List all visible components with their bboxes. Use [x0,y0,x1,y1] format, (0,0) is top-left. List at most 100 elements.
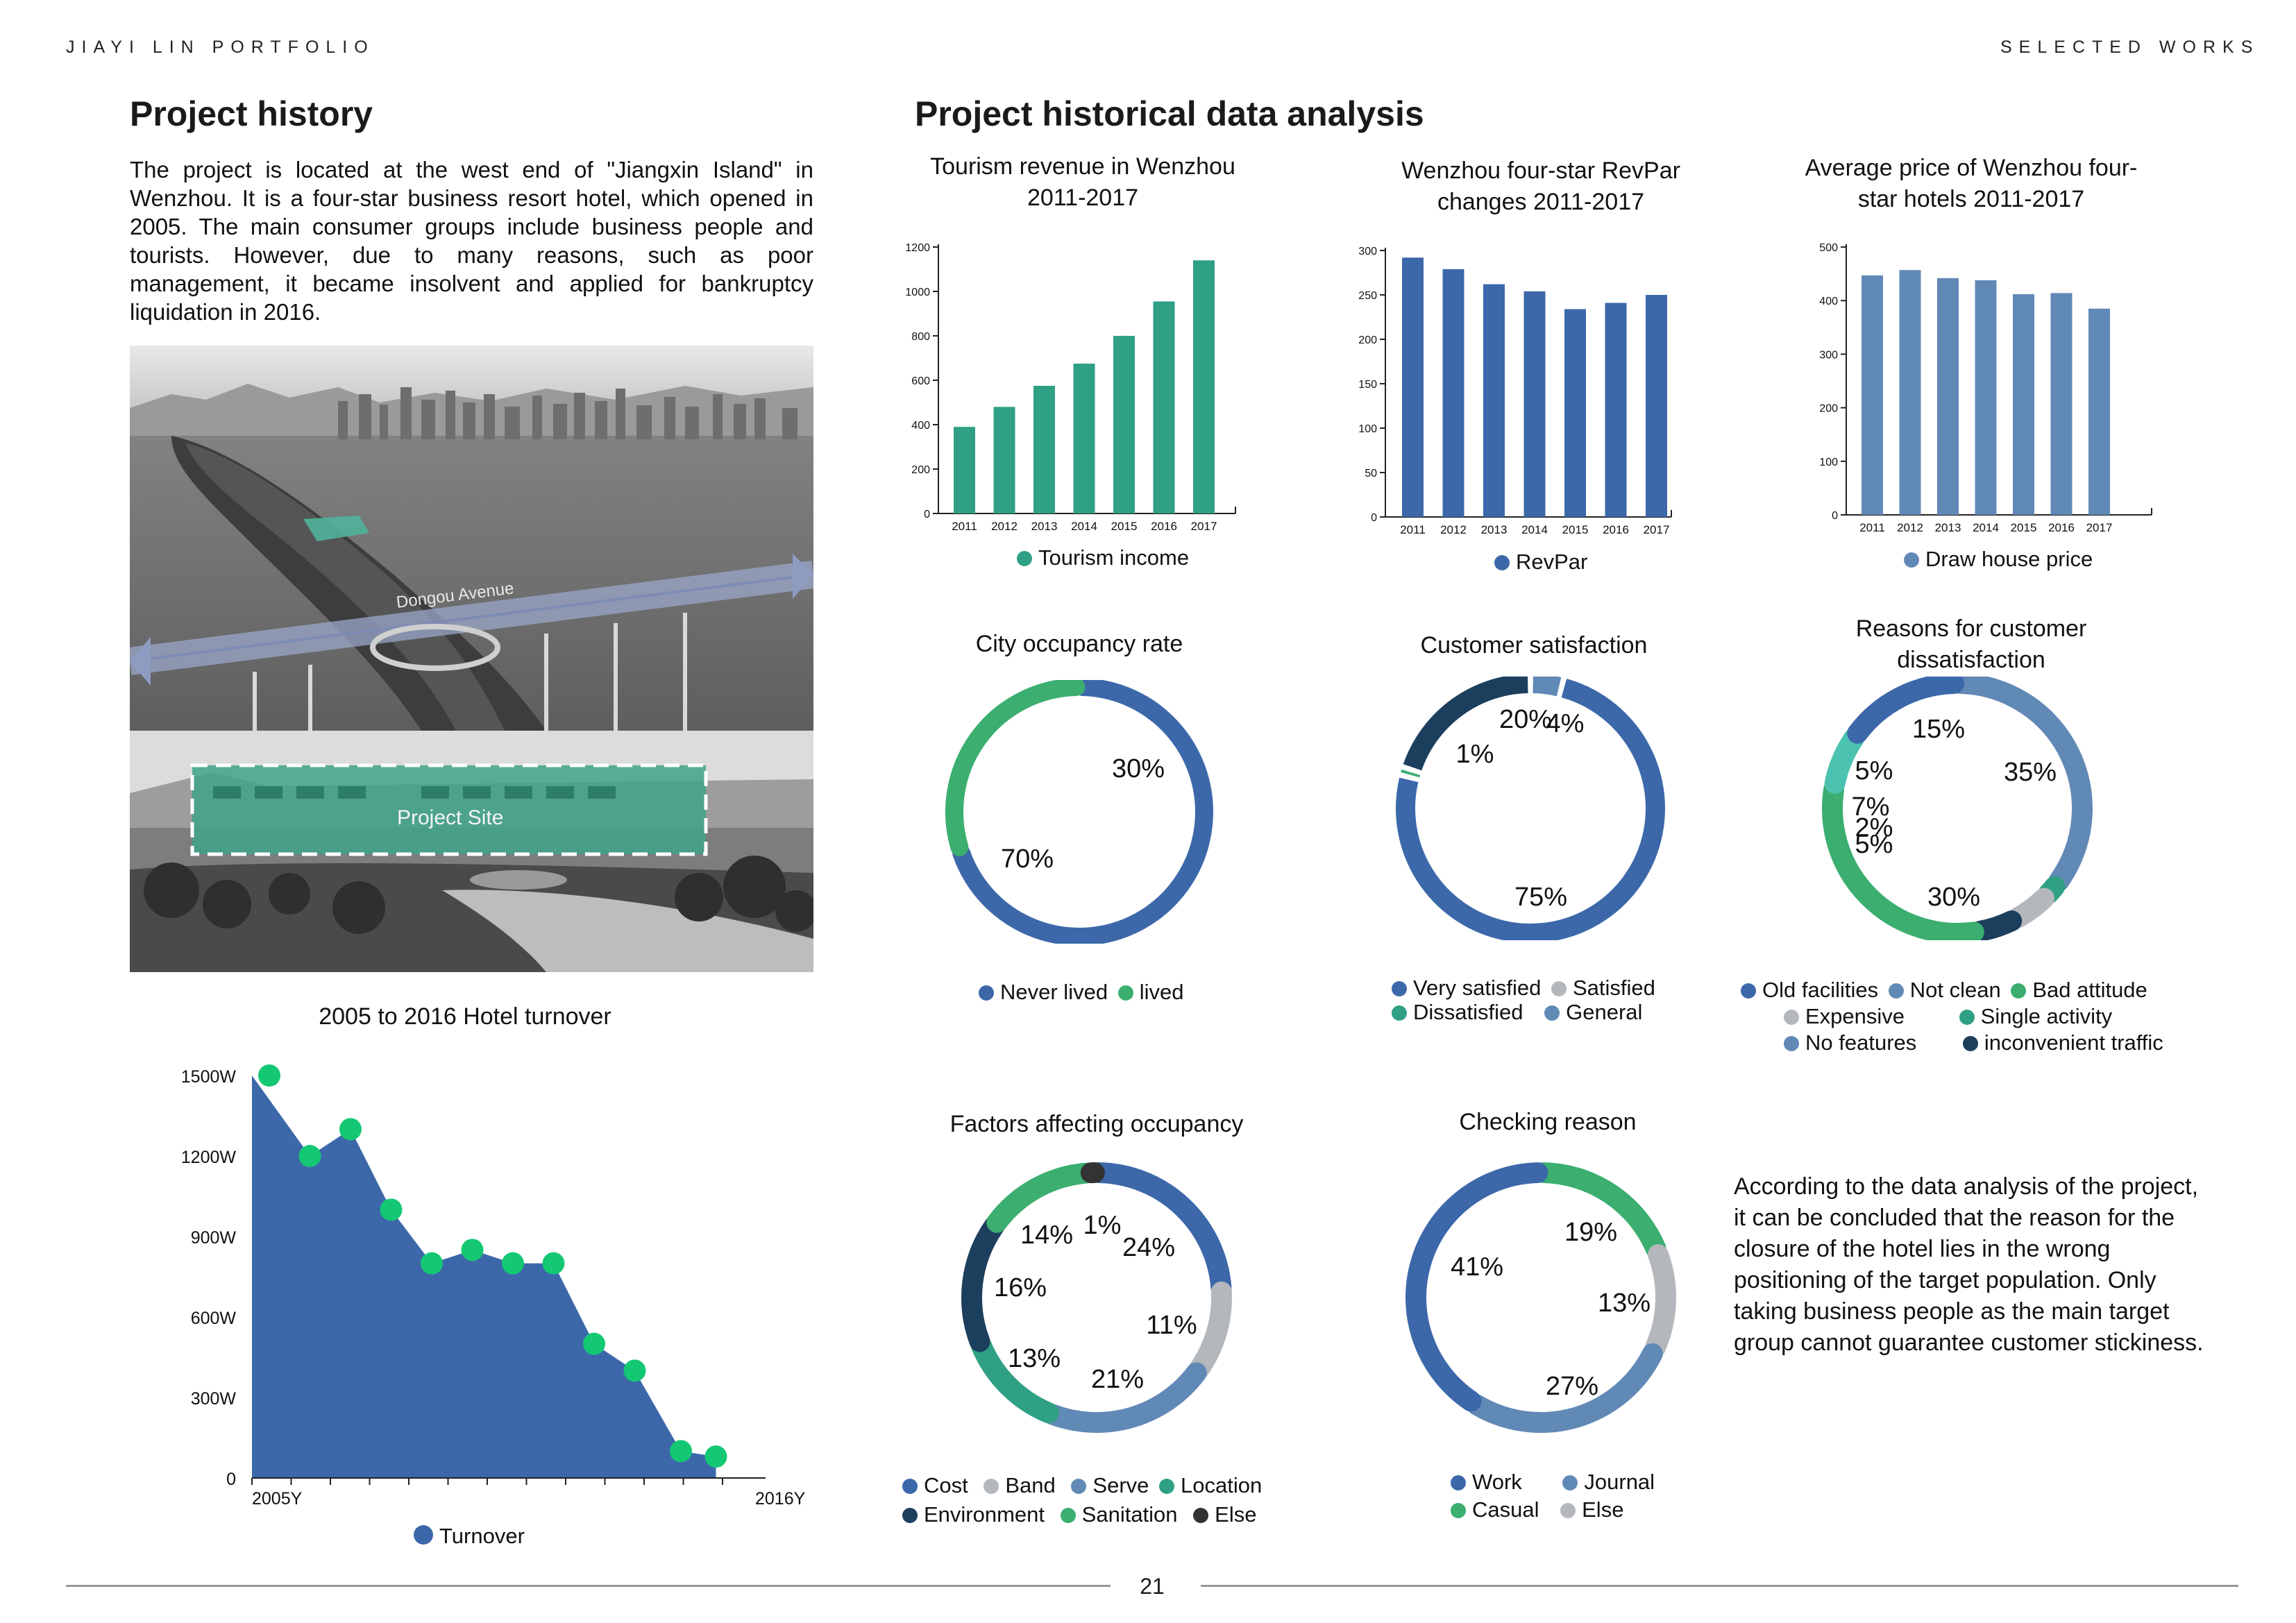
slice-value-label: 14% [1020,1221,1073,1250]
slice-value-label: 19% [1564,1218,1617,1247]
y-tick-label: 150 [1358,379,1377,391]
factors-donut: 24% 11%21% 13% 16% 14% 1% [961,1162,1232,1433]
x-tick-label: 2014 [1071,520,1097,533]
y-tick-label: 1200 [905,242,930,254]
legend-swatch [1560,1503,1576,1518]
y-tick-label: 100 [1819,457,1838,468]
donut-slice [2007,887,2054,928]
x-tick-label: 2014 [1521,523,1548,536]
bar [1442,269,1464,517]
checking-legend: Work Journal Casual Else [1451,1468,1655,1524]
legend-swatch [902,1508,918,1523]
page-number: 21 [1140,1574,1165,1599]
occupancy-title: City occupancy rate [975,631,1183,657]
y-tick-label: 200 [1358,334,1377,346]
donut-slice [1970,910,2023,940]
y-tick-label: 50 [1365,468,1377,479]
turnover-y-tick-label: 1500W [181,1067,237,1087]
legend-swatch [1494,555,1510,570]
bar [1605,303,1627,517]
legend-label: Environment [924,1502,1045,1527]
legend-swatch [1562,1475,1578,1490]
legend-label: inconvenient traffic [1984,1030,2163,1055]
slice-value-label: 41% [1451,1252,1503,1282]
tourism-legend: Tourism income [1017,545,1189,570]
legend-label: Very satisfied [1413,976,1542,1000]
history-paragraph: The project is located at the west end o… [130,157,813,325]
donut-slice [1401,769,1421,778]
legend-label: Old facilities [1762,978,1879,1002]
analysis-title: Project historical data analysis [915,94,1424,133]
turnover-x-end-label: 2016Y [755,1489,805,1509]
turnover-y-tick-label: 1200W [181,1148,237,1167]
bar [1523,291,1546,517]
x-tick-label: 2017 [1644,523,1670,536]
legend-label: No features [1805,1030,1917,1055]
legend-label: Work [1472,1470,1522,1494]
bar [1646,295,1667,517]
turnover-y-tick-label: 300W [191,1389,237,1409]
donut-slice [1824,728,1864,794]
bar [993,407,1015,513]
slice-value-label: 1% [1456,740,1494,769]
legend-label: Sanitation [1081,1502,1178,1527]
y-tick-label: 600 [911,375,930,387]
slice-value-label: 24% [1122,1233,1175,1262]
slice-value-label: 30% [1927,883,1980,912]
legend-label: Bad attitude [2032,978,2147,1002]
y-tick-label: 200 [1819,403,1838,415]
avgprice-legend: Draw house price [1904,547,2093,572]
legend-label: Serve [1092,1473,1149,1497]
y-tick-label: 250 [1358,290,1377,302]
donut-slice [961,1215,1005,1352]
legend-swatch [1962,1036,1978,1051]
legend-label: RevPar [1516,550,1588,574]
x-tick-label: 2015 [2011,521,2037,534]
legend-label: lived [1139,980,1184,1004]
history-title: Project history [130,94,373,133]
slice-value-label: 20% [1499,705,1552,734]
x-tick-label: 2017 [1191,520,1217,533]
bar [1113,336,1135,513]
donut-slice [952,680,1213,944]
y-tick-label: 400 [1819,296,1838,307]
bar [2013,294,2034,515]
x-tick-label: 2012 [1440,523,1467,536]
legend-swatch [1117,985,1133,1001]
y-tick-label: 200 [911,464,930,476]
legend-label: Turnover [439,1524,525,1548]
slice-value-label: 15% [1912,715,1965,744]
turnover-y-tick-label: 0 [226,1470,236,1489]
legend-swatch [1060,1508,1076,1523]
turnover-y-tick-label: 900W [191,1228,237,1248]
satisfaction-donut: 75% 1% 4%20% [1396,677,1665,940]
turnover-point [583,1332,605,1355]
donut-slice [1042,1362,1207,1433]
site-photo: Project Site [130,731,813,972]
x-tick-label: 2015 [1111,520,1138,533]
legend-label: Else [1582,1497,1624,1522]
turnover-legend: Turnover [414,1524,525,1549]
legend-swatch [1071,1479,1087,1494]
footer-rule-right [1201,1585,2238,1587]
donut-slice [1188,1281,1232,1380]
x-tick-label: 2016 [1151,520,1177,533]
y-tick-label: 800 [911,331,930,343]
turnover-x-start-label: 2005Y [252,1489,303,1509]
bar [1975,280,1997,515]
turnover-point [704,1445,727,1468]
legend-swatch [2011,983,2027,999]
x-tick-label: 2013 [1481,523,1508,536]
bar [1862,275,1883,515]
x-tick-label: 2016 [1603,523,1629,536]
donut-slice [1950,677,2093,892]
factors-legend: Cost Band Serve Location Environment San… [902,1471,1262,1529]
bar [1073,364,1095,513]
occupancy-legend: Never lived lived [979,980,1183,1005]
dissatisfaction-legend: Old facilities Not clean Bad attitude Ex… [1741,977,2163,1056]
bar [1402,257,1424,517]
legend-label: Casual [1472,1497,1539,1522]
checking-donut: 19% 13% 27% 41% [1406,1162,1676,1433]
x-tick-label: 2013 [1935,521,1961,534]
revpar-bar-chart: 0 50 100 150 200 250 300 2011 2012 2013 2014 2015 20… [1358,246,1672,536]
